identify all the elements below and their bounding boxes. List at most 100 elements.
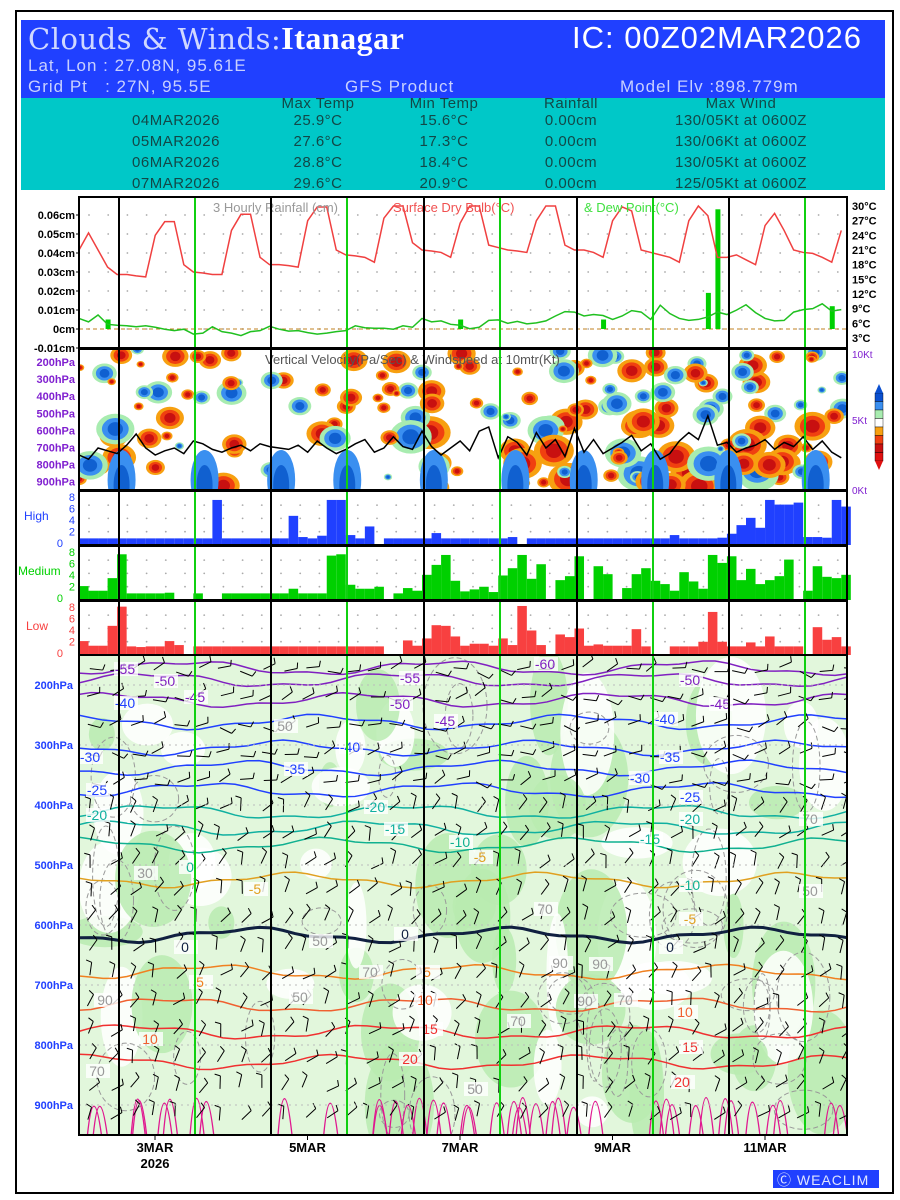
grid-dot [491, 271, 494, 273]
wind-barb [240, 695, 254, 700]
grid-dot [280, 271, 282, 273]
pressure-level-tick: 300hPa [34, 740, 73, 752]
wind-barb-feather [703, 751, 708, 758]
wind-barb [517, 850, 521, 864]
wind-barb-feather [657, 906, 661, 912]
moisture-contour [189, 1098, 205, 1135]
grid-dot [184, 572, 186, 575]
grid-dot [587, 233, 590, 235]
wind-barb [626, 910, 632, 923]
grid-dot [798, 271, 801, 273]
grid-dot [606, 627, 609, 630]
grid-dot [664, 290, 666, 292]
cloud-bar [479, 586, 489, 600]
wind-barb-feather [244, 961, 250, 968]
wind-barb-feather [638, 663, 642, 670]
rh-blob [122, 703, 173, 746]
wind-barb [325, 691, 338, 698]
cloud-bar [574, 538, 585, 545]
wind-barb-feather [714, 991, 720, 997]
grid-dot [356, 627, 359, 630]
velocity-blob [348, 355, 360, 366]
grid-dot [222, 214, 225, 216]
grid-dot [356, 530, 359, 533]
grid-dot [318, 214, 321, 216]
cloud-bar [393, 593, 403, 600]
grid-dot [299, 640, 302, 643]
contour-label-bg [614, 993, 638, 1007]
grid-dot [107, 309, 110, 311]
grid-dot [433, 328, 436, 330]
wind-barb-feather [289, 686, 293, 693]
grid-dot [721, 290, 724, 292]
wind-barb-feather [600, 852, 607, 856]
grid-dot [817, 252, 820, 254]
contour-label: -15 [385, 821, 405, 837]
weaclim-badge[interactable]: Ⓒ WEACLIM [773, 1170, 879, 1188]
grid-dot [548, 585, 551, 588]
grid-dot [568, 290, 570, 292]
grid-dot [606, 290, 609, 292]
grid-dot [548, 252, 551, 254]
wind-barb-feather [402, 1023, 405, 1030]
wind-barb-feather [590, 848, 595, 855]
wind-barb [605, 1081, 614, 1094]
velocity-blob [346, 393, 356, 402]
velocity-blob [273, 465, 290, 490]
grid-dot [721, 517, 724, 520]
cloud-bar [793, 646, 804, 655]
cloud-bar [831, 578, 842, 600]
wind-barb-feather [646, 821, 653, 825]
wind-barb [818, 1103, 822, 1117]
wind-barb [435, 700, 449, 703]
moisture-contour [648, 1100, 665, 1135]
wind-barb-feather [524, 991, 530, 998]
wind-barb-feather [409, 1015, 415, 1021]
wind-barb-feather [503, 936, 507, 942]
wind-barb [713, 825, 718, 839]
grid-dot [299, 614, 302, 616]
cloud-bar [317, 593, 327, 600]
grid-dot [779, 640, 782, 643]
wind-barb [87, 723, 101, 729]
velocity-blob [177, 444, 182, 448]
wind-barb-feather [607, 1102, 613, 1108]
wind-barb-feather [278, 1103, 284, 1107]
grid-dot [587, 572, 590, 575]
grid-dot [510, 290, 513, 292]
grid-dot [625, 233, 628, 235]
wind-barb [326, 885, 338, 893]
grid-dot [222, 559, 225, 561]
cloud-bar [822, 537, 832, 545]
wind-barb [326, 1110, 339, 1119]
wind-barb-feather [532, 749, 537, 755]
rain-bar [705, 292, 711, 329]
wind-barb-feather [628, 935, 634, 941]
grid-dot [203, 328, 206, 330]
contour-label-bg [309, 934, 333, 948]
grid-dot [433, 559, 436, 561]
grid-dot [145, 572, 148, 575]
wind-barb-feather [178, 1018, 183, 1025]
grid-dot [395, 504, 398, 506]
wind-barb [604, 716, 617, 724]
contour-label: -50 [390, 696, 410, 712]
wind-barb-feather [88, 989, 94, 995]
cloud-bar [393, 538, 403, 545]
wind-barb [410, 726, 423, 733]
wind-barb-feather [453, 1104, 459, 1109]
wind-barb [240, 939, 246, 952]
wind-barb-feather [595, 750, 599, 757]
wind-barb-feather [315, 828, 317, 835]
wind-barb-feather [432, 1015, 438, 1020]
wind-barb-feather [130, 820, 136, 825]
contour-label-bg [659, 750, 683, 764]
grid-dot [740, 627, 743, 630]
wind-barb [282, 830, 294, 839]
contour-label: -50 [680, 672, 700, 688]
grid-dot [241, 585, 244, 588]
wind-barb [241, 1110, 252, 1120]
wind-barb-feather [474, 1016, 481, 1021]
wind-barb-feather [729, 851, 736, 856]
wind-barb-feather [219, 1045, 225, 1052]
